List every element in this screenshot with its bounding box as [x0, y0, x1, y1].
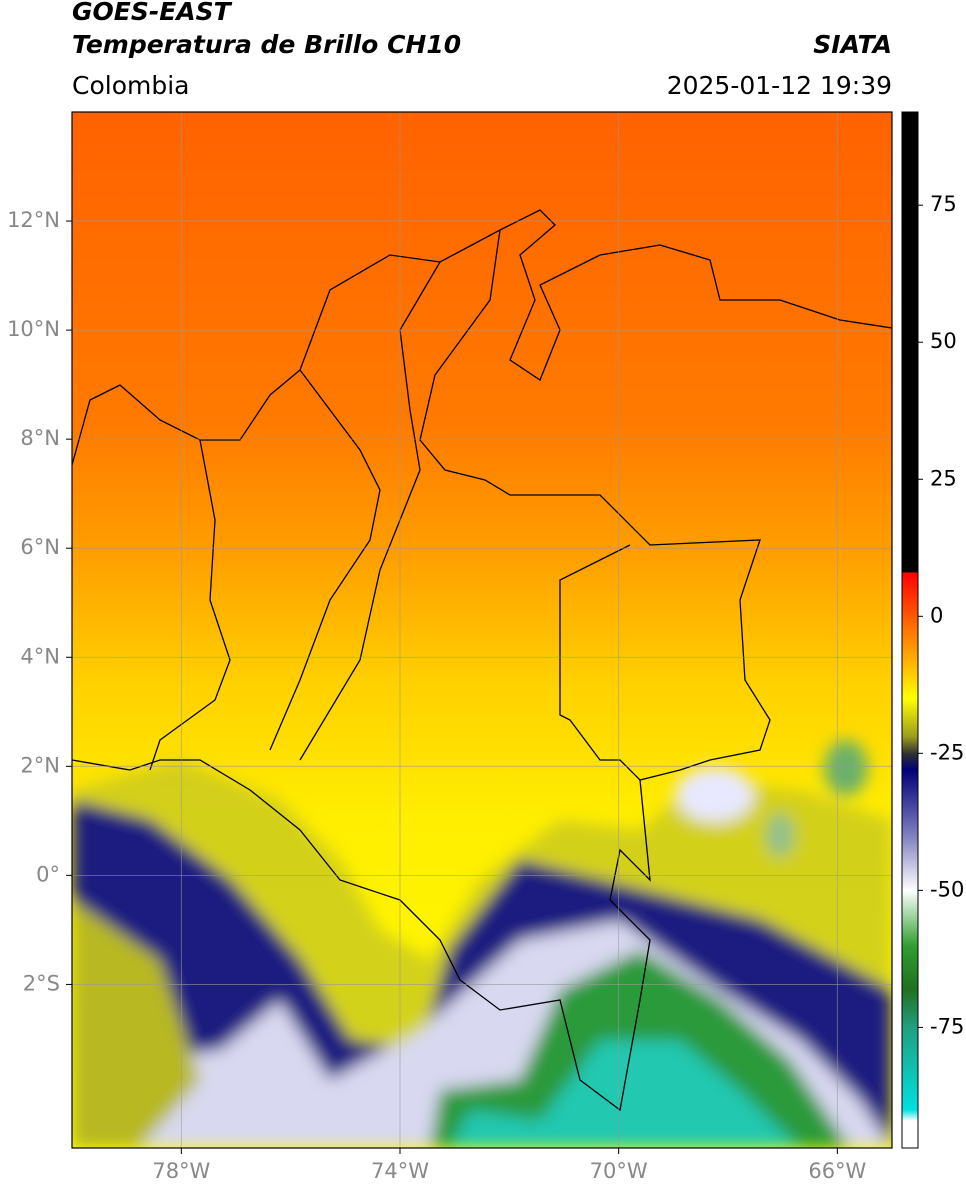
borders	[72, 209, 892, 1112]
colorbar-segment	[902, 890, 918, 946]
colorbar-segment	[902, 945, 918, 990]
colorbar-segment	[902, 698, 918, 738]
colorbar-label: -75	[930, 1014, 964, 1038]
colorbar-segment	[902, 572, 918, 617]
colorbar-label: 0	[930, 603, 943, 627]
colorbar-segment	[902, 660, 918, 700]
y-tick-label: 10°N	[7, 317, 60, 341]
colorbar-segment	[902, 1027, 918, 1111]
colorbar-label: 25	[930, 466, 957, 490]
x-tick-label: 70°W	[590, 1159, 648, 1183]
colorbar-segment	[902, 112, 918, 573]
y-tick-label: 6°N	[20, 535, 60, 559]
colorbar-label: -50	[930, 877, 964, 901]
y-tick-label: 0°	[36, 862, 60, 886]
colorbar-label: -25	[930, 740, 964, 764]
region: Colombia	[72, 71, 189, 100]
title: GOES-EAST	[72, 0, 233, 26]
x-tick-label: 74°W	[371, 1159, 429, 1183]
colorbar-segment	[902, 769, 918, 837]
x-tick-label: 78°W	[152, 1159, 210, 1183]
colorbar-segment	[902, 736, 918, 754]
colorbar-label: 75	[930, 192, 957, 216]
colorbar-frame	[901, 111, 919, 1149]
colorbar-segment	[902, 1109, 918, 1122]
y-tick-label: 12°N	[7, 208, 60, 232]
colorbar-segment	[902, 753, 918, 771]
datetime: 2025-01-12 19:39	[667, 71, 892, 100]
colorbar-segment	[902, 835, 918, 891]
y-tick-label: 4°N	[20, 644, 60, 668]
y-tick-label: 2°N	[20, 753, 60, 777]
colorbar-label: 50	[930, 329, 957, 353]
colorbar-segment	[902, 989, 918, 1028]
subtitle: Temperatura de Brillo CH10	[72, 30, 461, 59]
x-tick-label: 66°W	[808, 1159, 866, 1183]
map-frame	[71, 111, 893, 1149]
y-tick-label: 8°N	[20, 426, 60, 450]
colorbar-segment	[902, 1120, 918, 1149]
colorbar-segment	[902, 616, 918, 661]
y-tick-label: 2°S	[23, 971, 60, 995]
source: SIATA	[813, 30, 892, 59]
satellite-image	[72, 112, 892, 1148]
